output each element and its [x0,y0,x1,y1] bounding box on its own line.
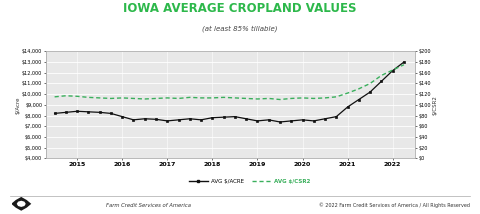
Legend: AVG $/ACRE, AVG $/CSR2: AVG $/ACRE, AVG $/CSR2 [186,177,313,187]
Text: Farm Credit Services of America: Farm Credit Services of America [106,203,191,208]
Y-axis label: $/Acre: $/Acre [15,96,21,114]
Polygon shape [17,201,26,207]
Y-axis label: $/CSR2: $/CSR2 [432,95,438,115]
Text: © 2022 Farm Credit Services of America / All Rights Reserved: © 2022 Farm Credit Services of America /… [319,203,470,208]
Text: IOWA AVERAGE CROPLAND VALUES: IOWA AVERAGE CROPLAND VALUES [123,2,357,15]
Polygon shape [11,197,31,211]
Text: (at least 85% tillable): (at least 85% tillable) [202,26,278,32]
